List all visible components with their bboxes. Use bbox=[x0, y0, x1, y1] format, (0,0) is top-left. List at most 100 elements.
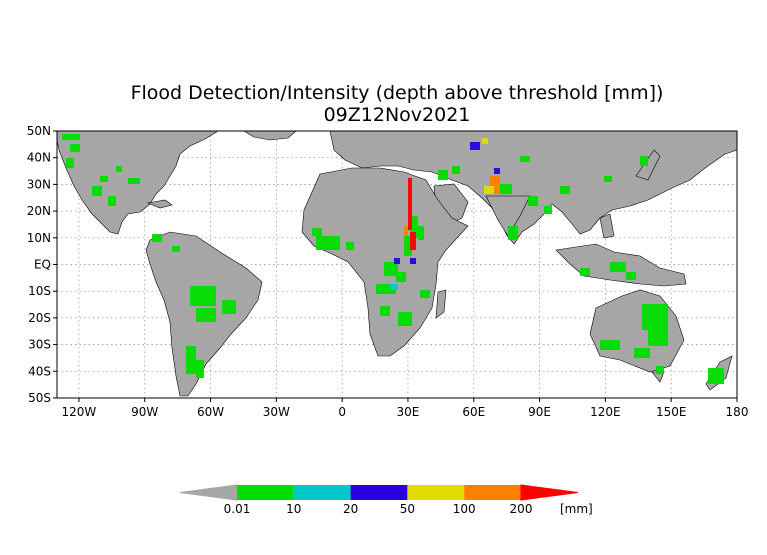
flood-patch bbox=[410, 216, 418, 238]
flood-patch bbox=[484, 186, 494, 194]
flood-patch bbox=[490, 176, 500, 194]
flood-patch bbox=[62, 134, 80, 140]
flood-patch bbox=[108, 196, 116, 206]
colorbar-under-arrow bbox=[179, 484, 238, 501]
lat-tick-label: 30N bbox=[27, 177, 51, 191]
flood-patch bbox=[66, 158, 74, 168]
colorbar-unit: [mm] bbox=[560, 502, 593, 516]
flood-patch bbox=[544, 206, 552, 214]
colorbar-label: 100 bbox=[453, 502, 476, 516]
flood-patch bbox=[640, 156, 648, 166]
lat-tick-label: 10N bbox=[27, 231, 51, 245]
flood-patch bbox=[376, 284, 396, 294]
colorbar-over-arrow bbox=[520, 484, 579, 501]
flood-patch bbox=[500, 184, 512, 194]
flood-patch bbox=[508, 226, 518, 240]
flood-patch bbox=[196, 308, 216, 322]
lat-tick-label: EQ bbox=[34, 258, 51, 272]
lon-tick-label: 120E bbox=[590, 405, 621, 419]
flood-patch bbox=[394, 258, 400, 264]
flood-patch bbox=[404, 226, 408, 236]
flood-patch bbox=[626, 272, 636, 280]
flood-patch bbox=[560, 186, 570, 194]
flood-patch bbox=[420, 290, 430, 298]
flood-patch bbox=[610, 262, 626, 272]
map-subtitle: 09Z12Nov2021 bbox=[324, 104, 471, 126]
lon-tick-label: 0 bbox=[338, 405, 346, 419]
lat-tick-label: 20N bbox=[27, 204, 51, 218]
flood-patch bbox=[152, 234, 162, 242]
flood-patch bbox=[418, 226, 424, 240]
colorbar-label: 200 bbox=[510, 502, 533, 516]
flood-patch bbox=[528, 196, 538, 206]
flood-patch bbox=[390, 284, 398, 290]
colorbar-label: 50 bbox=[400, 502, 415, 516]
colorbar-bin bbox=[464, 485, 521, 500]
flood-patch bbox=[172, 246, 180, 252]
lat-tick-label: 40S bbox=[28, 364, 51, 378]
lon-tick-label: 90E bbox=[528, 405, 551, 419]
colorbar-label: 0.01 bbox=[224, 502, 251, 516]
lon-tick-label: 180 bbox=[726, 405, 749, 419]
lon-tick-label: 120W bbox=[62, 405, 97, 419]
colorbar-label: 10 bbox=[286, 502, 301, 516]
flood-patch bbox=[410, 232, 416, 250]
flood-patch bbox=[408, 178, 412, 230]
land-madagascar bbox=[435, 289, 447, 319]
flood-patch bbox=[398, 312, 412, 326]
flood-patch bbox=[520, 156, 530, 162]
flood-patch bbox=[92, 186, 102, 196]
map-panel bbox=[56, 130, 738, 399]
lon-tick-label: 60W bbox=[197, 405, 224, 419]
flood-patch bbox=[128, 178, 140, 184]
flood-patch bbox=[600, 340, 620, 350]
lon-tick-label: 150E bbox=[656, 405, 687, 419]
flood-patch bbox=[410, 258, 416, 264]
flood-patch bbox=[380, 306, 390, 316]
flood-patch bbox=[316, 236, 340, 250]
colorbar-label: 20 bbox=[343, 502, 358, 516]
flood-patch bbox=[580, 268, 590, 276]
lon-tick-label: 30W bbox=[263, 405, 290, 419]
longitude-axis: 120W 90W 60W 30W 0 30E 60E 90E 120E 150E 180 bbox=[62, 398, 749, 419]
flood-patch bbox=[470, 142, 480, 150]
colorbar-bin bbox=[350, 485, 408, 500]
flood-patch bbox=[482, 138, 488, 144]
flood-patch bbox=[222, 300, 236, 314]
lat-tick-label: 40N bbox=[27, 151, 51, 165]
flood-patch bbox=[604, 176, 612, 182]
flood-patch bbox=[708, 368, 724, 384]
flood-patch bbox=[116, 166, 122, 172]
flood-patch bbox=[642, 304, 668, 330]
flood-patch bbox=[648, 326, 668, 346]
latitude-axis: 50N 40N 30N 20N 10N EQ 10S 20S 30S 40S 50S bbox=[27, 124, 57, 405]
lat-tick-label: 30S bbox=[28, 338, 51, 352]
flood-patch bbox=[186, 346, 196, 374]
colorbar: 0.01 10 20 50 100 200 [mm] bbox=[179, 484, 593, 516]
flood-patch bbox=[190, 286, 216, 306]
lon-tick-label: 60E bbox=[462, 405, 485, 419]
flood-patch bbox=[404, 236, 412, 256]
lon-tick-label: 30E bbox=[397, 405, 420, 419]
flood-patch bbox=[346, 242, 354, 250]
flood-patch bbox=[438, 170, 448, 180]
flood-patch bbox=[452, 166, 460, 174]
flood-patch bbox=[494, 168, 500, 174]
flood-patch bbox=[384, 262, 398, 276]
flood-patch bbox=[70, 144, 80, 152]
lat-tick-label: 20S bbox=[28, 311, 51, 325]
lon-tick-label: 90W bbox=[131, 405, 158, 419]
lat-tick-label: 50N bbox=[27, 124, 51, 138]
flood-patch bbox=[634, 348, 650, 358]
land-philippines bbox=[599, 213, 615, 239]
flood-patch bbox=[396, 272, 406, 282]
map-title: Flood Detection/Intensity (depth above t… bbox=[131, 82, 664, 104]
colorbar-bin bbox=[237, 485, 294, 500]
flood-patch bbox=[196, 360, 204, 378]
colorbar-bin bbox=[407, 485, 465, 500]
colorbar-bin bbox=[293, 485, 351, 500]
flood-patch bbox=[100, 176, 108, 182]
flood-patch bbox=[656, 366, 664, 374]
flood-patches bbox=[62, 134, 724, 384]
